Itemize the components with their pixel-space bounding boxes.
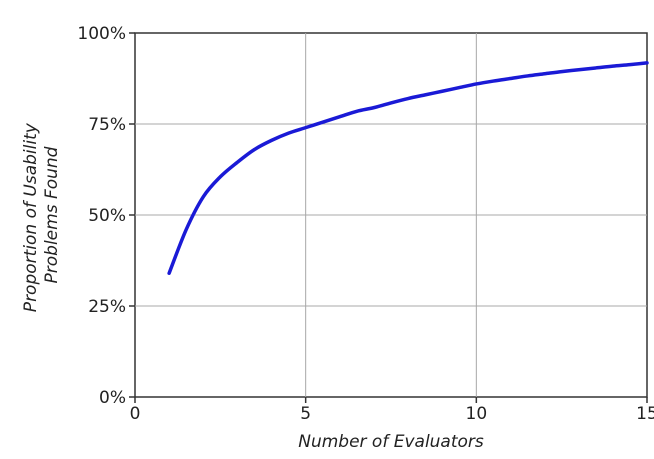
y-tick-label-0: 0% xyxy=(99,388,126,408)
tick-marks xyxy=(129,32,648,403)
y-axis-title-line-1: Proportion of Usability xyxy=(21,122,41,312)
series-line-0 xyxy=(167,61,649,275)
x-tick-label-5: 5 xyxy=(300,404,311,424)
y-tick-label-25: 25% xyxy=(88,297,126,317)
y-tick-label-50: 50% xyxy=(88,206,126,226)
x-axis-title: Number of Evaluators xyxy=(298,432,484,452)
x-tick-label-0: 0 xyxy=(130,404,141,424)
y-tick-label-100: 100% xyxy=(77,24,126,44)
x-tick-label-10: 10 xyxy=(466,404,488,424)
gridlines xyxy=(135,33,647,397)
y-axis-tick-labels: 0% 25% 50% 75% 100% xyxy=(77,24,126,408)
series-lines xyxy=(167,61,649,275)
x-axis-tick-labels: 0 5 10 15 xyxy=(130,404,654,424)
y-axis-title-line-2: Problems Found xyxy=(42,146,62,283)
y-axis-title: Proportion of Usability Problems Found xyxy=(21,118,62,312)
x-tick-label-15: 15 xyxy=(636,404,654,424)
y-tick-label-75: 75% xyxy=(88,115,126,135)
